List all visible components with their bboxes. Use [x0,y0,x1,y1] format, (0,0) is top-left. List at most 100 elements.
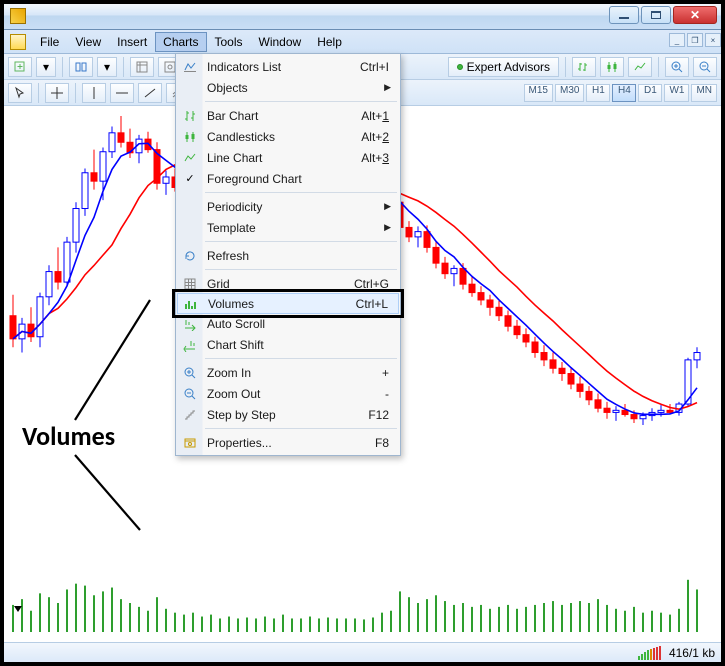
menuitem-foreground-chart[interactable]: ✓ Foreground Chart [177,168,399,189]
zoom-out-button[interactable] [693,57,717,77]
profiles-button[interactable] [69,57,93,77]
menuitem-label: Template [207,221,399,235]
menu-help[interactable]: Help [309,32,350,52]
menuitem-auto-scroll[interactable]: Auto Scroll [177,313,399,334]
menuitem-volumes[interactable]: VolumesCtrl+L [177,293,399,314]
timeframe-m15[interactable]: M15 [524,84,553,102]
menu-separator [205,192,397,193]
menubar: FileViewInsertChartsToolsWindowHelp [4,30,721,54]
menuitem-line-chart[interactable]: Line ChartAlt+3 [177,147,399,168]
refresh-icon [182,248,198,264]
mdi-minimize-button[interactable]: _ [669,33,685,47]
toolbar-dropdown-1[interactable]: ▾ [36,57,56,77]
menuitem-refresh[interactable]: Refresh [177,245,399,266]
bar-chart-button[interactable] [572,57,596,77]
shortcut-label: F8 [375,436,399,450]
market-watch-button[interactable] [130,57,154,77]
menuitem-label: Foreground Chart [207,172,399,186]
menu-file[interactable]: File [32,32,67,52]
menuitem-step-by-step[interactable]: Step by StepF12 [177,404,399,425]
menuitem-candlesticks[interactable]: CandlesticksAlt+2 [177,126,399,147]
menuitem-label: Bar Chart [207,109,361,123]
menuitem-zoom-in[interactable]: Zoom In+ [177,362,399,383]
window-close-button[interactable]: ✕ [673,6,717,24]
menuitem-properties-[interactable]: Properties...F8 [177,432,399,453]
menuitem-label: Properties... [207,436,375,450]
vline-button[interactable] [82,83,106,103]
shortcut-label: Ctrl+G [354,277,399,291]
timeframe-m30[interactable]: M30 [555,84,584,102]
menu-window[interactable]: Window [251,32,310,52]
window-maximize-button[interactable] [641,6,671,24]
timeframe-h1[interactable]: H1 [586,84,610,102]
shortcut-label: Alt+1 [361,109,399,123]
submenu-arrow-icon: ▶ [384,82,391,93]
menu-app-icon [10,34,26,50]
candle-chart-button[interactable] [600,57,624,77]
menuitem-label: Line Chart [207,151,361,165]
menu-separator [205,428,397,429]
menu-charts[interactable]: Charts [155,32,206,52]
expert-advisors-button[interactable]: Expert Advisors [448,57,559,77]
menu-view[interactable]: View [67,32,109,52]
menu-separator [205,241,397,242]
cursor-button[interactable] [8,83,32,103]
menuitem-periodicity[interactable]: Periodicity▶ [177,196,399,217]
step-icon [182,407,198,423]
line-icon [182,150,198,166]
menuitem-zoom-out[interactable]: Zoom Out- [177,383,399,404]
autoscroll-icon [182,316,198,332]
grid-icon [182,276,198,292]
menu-insert[interactable]: Insert [109,32,155,52]
submenu-arrow-icon: ▶ [384,222,391,233]
menuitem-label: Periodicity [207,200,399,214]
candle-icon [182,129,198,145]
timeframe-d1[interactable]: D1 [638,84,662,102]
menuitem-label: Volumes [208,297,356,311]
shortcut-label: Alt+3 [361,151,399,165]
menuitem-template[interactable]: Template▶ [177,217,399,238]
crosshair-button[interactable] [45,83,69,103]
menuitem-chart-shift[interactable]: Chart Shift [177,334,399,355]
menu-separator [205,269,397,270]
vol-icon [183,296,199,312]
statusbar: 416/1 kb [4,642,721,662]
menu-tools[interactable]: Tools [207,32,251,52]
app-icon [10,8,26,24]
submenu-arrow-icon: ▶ [384,201,391,212]
mdi-close-button[interactable]: × [705,33,721,47]
new-chart-button[interactable] [8,57,32,77]
window-minimize-button[interactable] [609,6,639,24]
shortcut-label: + [382,366,399,380]
mdi-restore-button[interactable]: ❐ [687,33,703,47]
hline-button[interactable] [110,83,134,103]
shortcut-label: Ctrl+I [360,60,399,74]
check-icon: ✓ [182,171,198,187]
menu-separator [205,358,397,359]
menuitem-label: Zoom Out [207,387,385,401]
menuitem-label: Chart Shift [207,338,399,352]
zin-icon [182,365,198,381]
menuitem-label: Grid [207,277,354,291]
shortcut-label: Ctrl+L [356,297,398,311]
line-chart-button[interactable] [628,57,652,77]
timeframe-mn[interactable]: MN [691,84,717,102]
zout-icon [182,386,198,402]
shortcut-label: Alt+2 [361,130,399,144]
shortcut-label: - [385,387,399,401]
menuitem-grid[interactable]: GridCtrl+G [177,273,399,294]
menuitem-label: Auto Scroll [207,317,399,331]
titlebar: ✕ [4,4,721,30]
menuitem-objects[interactable]: Objects▶ [177,77,399,98]
zoom-in-button[interactable] [665,57,689,77]
timeframe-h4[interactable]: H4 [612,84,636,102]
menuitem-bar-chart[interactable]: Bar ChartAlt+1 [177,105,399,126]
menuitem-indicators-list[interactable]: Indicators ListCtrl+I [177,56,399,77]
menuitem-label: Zoom In [207,366,382,380]
timeframe-w1[interactable]: W1 [664,84,689,102]
menuitem-label: Candlesticks [207,130,361,144]
traffic-label: 416/1 kb [669,646,715,660]
toolbar-dropdown-2[interactable]: ▾ [97,57,117,77]
trendline-button[interactable] [138,83,162,103]
chart-shift-marker [14,606,22,612]
